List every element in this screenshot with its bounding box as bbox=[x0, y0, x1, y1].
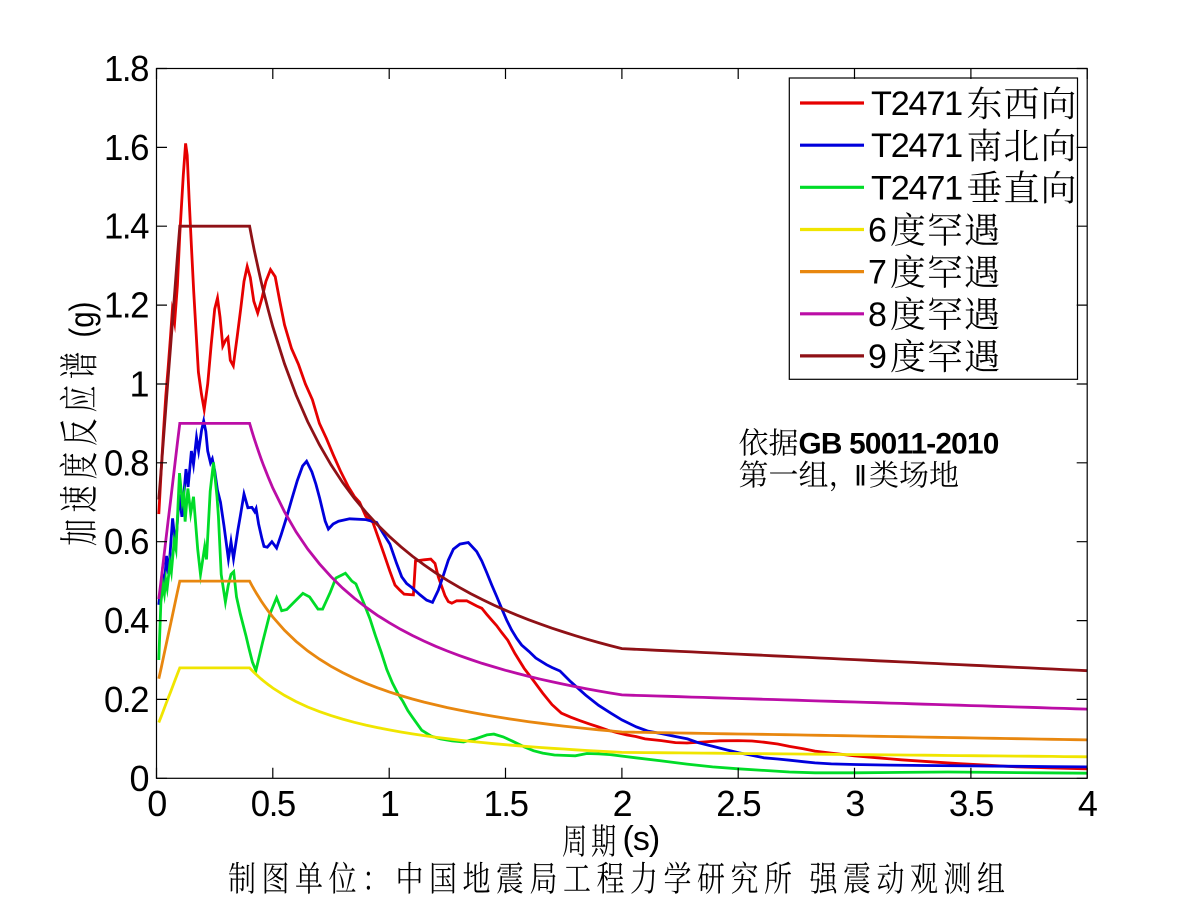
svg-text:T2471: T2471 bbox=[871, 85, 962, 123]
svg-text:1: 1 bbox=[380, 783, 399, 824]
svg-text:II: II bbox=[856, 460, 866, 493]
svg-text:T2471: T2471 bbox=[871, 127, 962, 165]
svg-text:0.6: 0.6 bbox=[104, 521, 148, 562]
svg-text:1.5: 1.5 bbox=[484, 783, 528, 824]
svg-text:1.6: 1.6 bbox=[104, 127, 148, 168]
svg-text:(g): (g) bbox=[64, 302, 102, 338]
svg-text:(s): (s) bbox=[623, 820, 660, 858]
svg-text:9: 9 bbox=[868, 338, 887, 376]
svg-text:1.4: 1.4 bbox=[104, 206, 148, 247]
svg-text:0: 0 bbox=[147, 783, 166, 824]
svg-text:T2471: T2471 bbox=[871, 169, 962, 207]
svg-text:0.2: 0.2 bbox=[104, 679, 148, 720]
svg-text:1: 1 bbox=[129, 364, 148, 405]
svg-text:GB 50011-2010: GB 50011-2010 bbox=[799, 428, 999, 461]
svg-text:8: 8 bbox=[868, 296, 887, 334]
svg-text:6: 6 bbox=[868, 212, 887, 250]
svg-text:4: 4 bbox=[1078, 783, 1097, 824]
svg-text:3: 3 bbox=[845, 783, 864, 824]
svg-text:0.5: 0.5 bbox=[251, 783, 295, 824]
svg-text:0: 0 bbox=[129, 758, 148, 799]
svg-text:3.5: 3.5 bbox=[949, 783, 993, 824]
svg-text:2.5: 2.5 bbox=[716, 783, 760, 824]
svg-text:7: 7 bbox=[868, 254, 887, 292]
svg-text:0.4: 0.4 bbox=[104, 600, 148, 641]
svg-text:2: 2 bbox=[613, 783, 632, 824]
svg-text:1.2: 1.2 bbox=[104, 285, 148, 326]
svg-text:0.8: 0.8 bbox=[104, 442, 148, 483]
svg-text:1.8: 1.8 bbox=[104, 48, 148, 89]
